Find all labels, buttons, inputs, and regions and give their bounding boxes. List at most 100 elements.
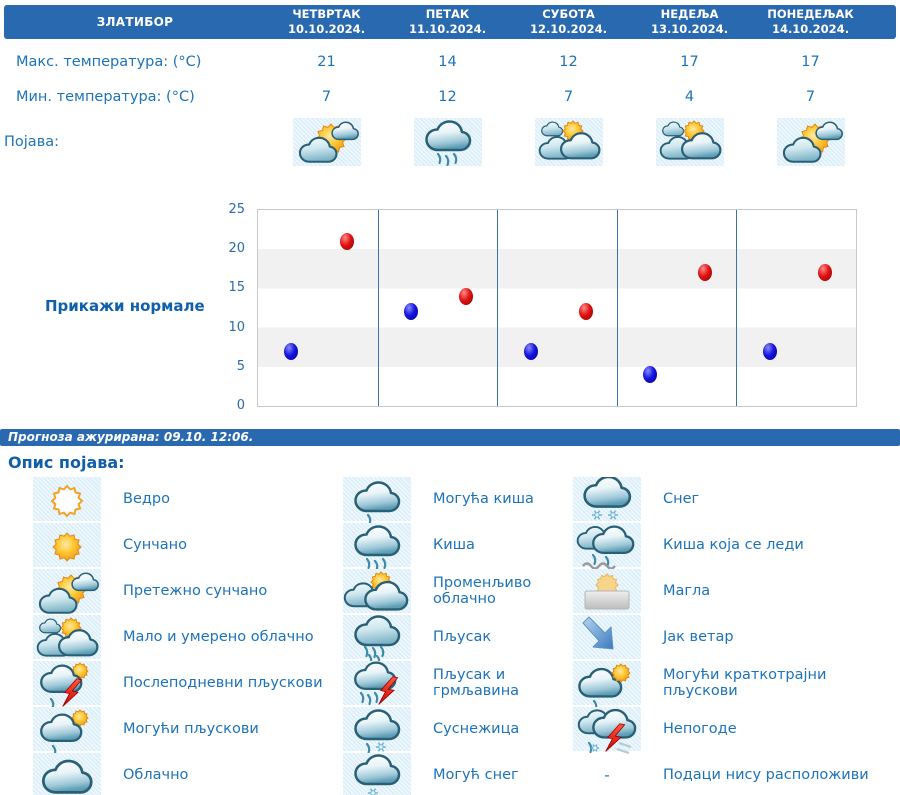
partly-cloudy-icon [36,617,99,657]
min-temp-dot [643,366,658,384]
rain-icon [424,120,471,166]
legend-item: Послеподневни пљускови [33,660,343,709]
variable-cloudy-icon [343,571,409,611]
max-temp-value: 14 [438,54,457,70]
max-temp-value: 21 [317,54,336,70]
legend-item: Сунчано [33,522,343,568]
legend-label: Снег [663,491,700,507]
y-axis-tick: 0 [236,398,245,413]
day-date: 10.10.2024. [287,22,366,36]
legend-icon-cell [343,753,411,795]
legend-icon-cell [573,661,641,709]
day-date: 14.10.2024. [771,22,850,36]
min-temp-dot [762,342,777,360]
legend-icon-cell [343,615,411,663]
day-icon-cell [534,118,603,166]
min-temp-dot [284,342,299,360]
legend-label: Послеподневни пљускови [123,675,323,691]
legend-label: Пљусак [433,629,492,645]
strong-wind-icon [582,616,614,650]
min-temp-value: 7 [805,89,816,105]
afternoon-showers-icon [40,662,89,709]
day-name: ЧЕТВРТАК [292,7,361,22]
legend-title: Опис појава: [8,453,125,472]
snow-icon [583,477,632,520]
partly-cloudy-icon [659,120,721,160]
chart-day-separator [736,210,738,406]
chart-y-axis: 0 5 10 15 20 25 [219,202,251,413]
min-temp-value: 4 [684,89,695,105]
legend-item: Пљусак [343,614,573,663]
legend-icon-cell [343,523,411,571]
day-date: 11.10.2024. [408,22,487,36]
legend-label: Променљиво облачно [433,575,532,607]
legend-item: Могућ снег [343,752,573,795]
legend-icon-cell [33,615,101,659]
legend-icon-cell [573,523,641,570]
max-temp-row: Макс. температура: (°C) 21 14 12 17 17 [4,50,896,74]
legend-label: Јак ветар [663,629,734,645]
legend-item: Киша која се леди [573,522,900,570]
legend-item: Могући пљускови [33,706,343,755]
legend-item: Ведро [33,476,343,522]
legend-item: Јак ветар [573,614,900,660]
legend-label: Мало и умерено облачно [123,629,314,645]
legend-item: Суснежица [343,706,573,755]
legend-label: Магла [663,583,711,599]
legend-item: - Подаци нису расположиви [573,752,900,795]
legend-item: Претежно сунчано [33,568,343,614]
y-axis-tick: 10 [228,319,245,335]
clear-icon [50,484,84,518]
day-icon-cell [776,118,845,166]
header-day-cell: СУБОТА 12.10.2024. [508,7,629,37]
day-phenomenon [629,118,750,166]
header-day-cell: ПЕТАК 11.10.2024. [387,7,508,37]
max-temp-dot [698,264,713,282]
phenomena-row: Појава: [4,118,896,166]
max-temp-value: 17 [680,54,699,70]
shower-icon [354,615,401,663]
legend-icon-cell [343,707,411,755]
phenomena-legend: Ведро Сунчано Претежно сунчано Мало и уме… [33,476,900,795]
chart-day-separator [616,210,618,406]
legend-icon-cell [33,477,101,521]
show-normals-link[interactable]: Прикажи нормале [45,297,205,315]
legend-icon-cell [573,477,641,521]
legend-icon-cell [573,615,641,659]
legend-item: Снег [573,476,900,522]
legend-item: Облачно [33,752,343,795]
mostly-sunny-icon [298,121,359,163]
y-axis-tick: 25 [228,202,245,217]
day-date: 12.10.2024. [529,22,608,36]
max-temp-label: Макс. температура: (°C) [16,54,202,70]
y-axis-tick: 15 [228,280,245,296]
day-name: СУБОТА [542,7,595,22]
legend-item: Непогоде [573,706,900,755]
sunny-icon [52,532,82,562]
header-day-cell: ПОНЕДЕЉАК 14.10.2024. [750,7,871,37]
possible-short-showers-icon [578,663,631,709]
y-axis-tick: 20 [228,241,245,257]
legend-icon-cell [343,477,411,525]
legend-icon-cell [33,753,101,795]
legend-label: Могућа киша [433,491,534,507]
max-temp-dot [459,287,474,305]
day-phenomenon [750,118,871,166]
temperature-scatter-chart [257,209,857,407]
partly-cloudy-icon [538,120,600,160]
day-name: ПЕТАК [425,7,470,22]
no-data-dash: - [604,766,610,784]
phenomena-label: Појава: [4,134,60,150]
day-phenomenon [266,118,387,166]
legend-icon-cell [33,523,101,567]
cloudy-icon [41,759,93,794]
legend-item: Могући краткотрајни пљускови [573,660,900,709]
day-icon-cell [292,118,361,166]
max-temp-dot [578,303,593,321]
day-name: ПОНЕДЕЉАК [767,7,854,22]
legend-label: Претежно сунчано [123,583,268,599]
min-temp-value: 7 [321,89,332,105]
forecast-updated-bar: Прогноза ажурирана: 09.10. 12:06. [0,429,900,446]
legend-label: Могући пљускови [123,721,259,737]
shower-thunder-icon [354,661,399,706]
